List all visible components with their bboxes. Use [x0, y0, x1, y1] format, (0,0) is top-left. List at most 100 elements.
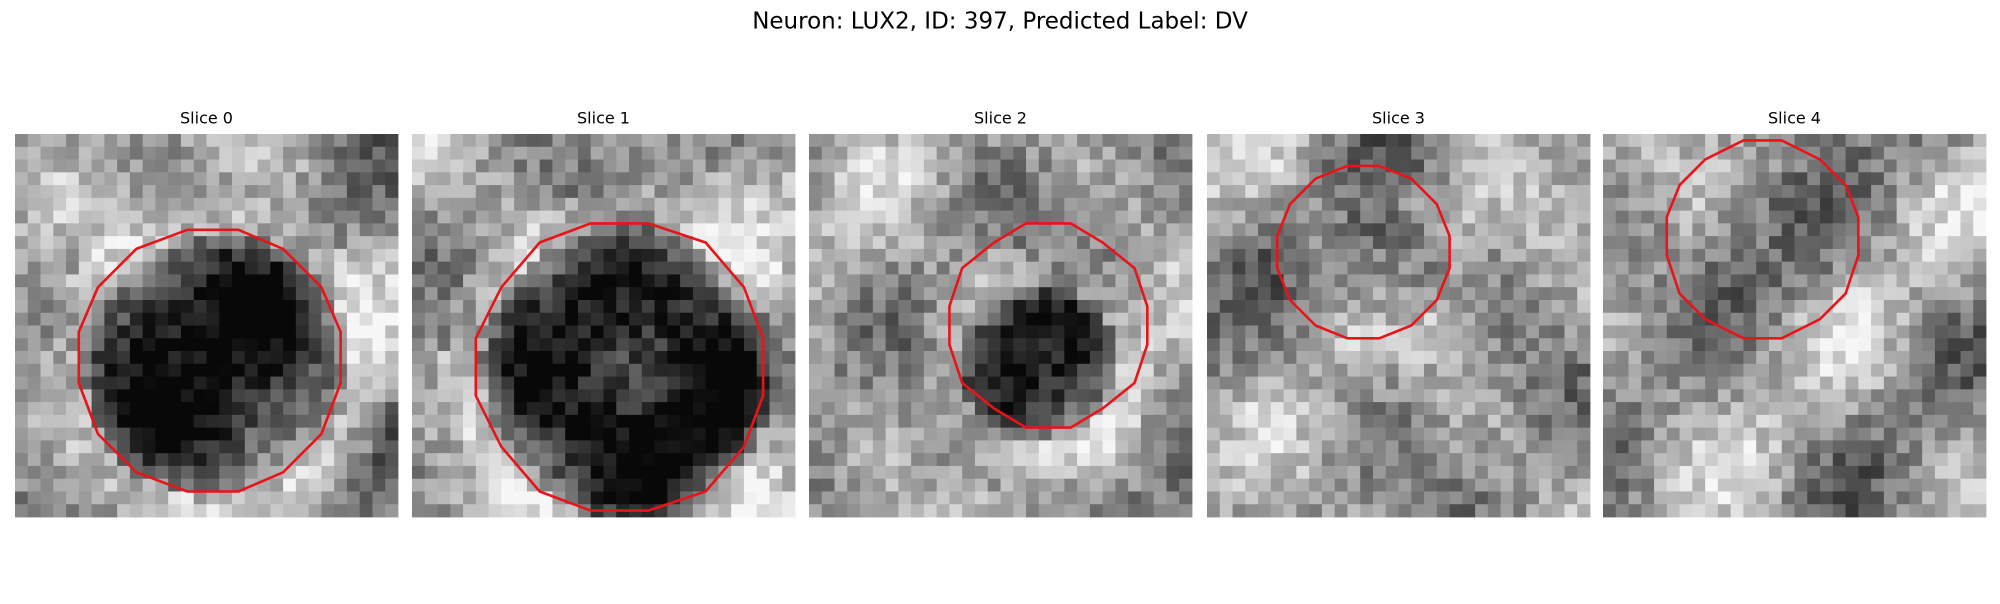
pixel — [1372, 402, 1387, 416]
pixel — [1858, 248, 1872, 263]
pixel — [821, 338, 835, 352]
pixel — [1360, 172, 1374, 186]
pixel — [1743, 491, 1757, 505]
pixel — [1219, 134, 1233, 148]
pixel — [244, 440, 258, 454]
pixel — [1000, 325, 1014, 339]
pixel — [1245, 185, 1259, 199]
pixel — [1449, 159, 1463, 173]
pixel — [987, 134, 1001, 148]
pixel — [1013, 389, 1027, 403]
pixel — [308, 465, 322, 480]
pixel — [1615, 504, 1629, 518]
pixel — [424, 236, 438, 250]
pixel — [1245, 299, 1259, 314]
pixel — [1883, 312, 1898, 326]
pixel — [1717, 261, 1732, 275]
pixel — [450, 504, 464, 518]
pixel — [1960, 478, 1974, 492]
pixel — [193, 325, 207, 339]
pixel — [654, 363, 668, 377]
pixel — [1654, 159, 1668, 173]
pixel — [270, 287, 284, 301]
pixel — [1692, 351, 1706, 365]
pixel — [257, 363, 271, 377]
pixel — [718, 134, 732, 148]
pixel — [1858, 197, 1872, 211]
pixel — [1603, 261, 1617, 275]
pixel — [1051, 312, 1065, 326]
pixel — [885, 210, 899, 224]
pixel — [155, 223, 169, 237]
pixel — [1717, 453, 1732, 467]
pixel — [1153, 363, 1167, 377]
pixel — [270, 172, 284, 186]
pixel — [232, 197, 246, 211]
pixel — [1270, 338, 1284, 352]
pixel — [91, 351, 105, 365]
pixel — [1973, 274, 1987, 288]
pixel — [1347, 504, 1361, 518]
pixel — [1717, 376, 1732, 390]
pixel — [1385, 504, 1399, 518]
pixel — [1922, 376, 1936, 390]
pixel — [244, 427, 258, 441]
pixel — [1603, 299, 1617, 314]
pixel — [1487, 351, 1502, 365]
pixel — [1449, 504, 1463, 518]
pixel — [680, 172, 694, 186]
pixel — [885, 440, 899, 454]
pixel — [872, 236, 886, 250]
pixel — [1615, 299, 1629, 314]
pixel — [1232, 338, 1246, 352]
pixel — [1832, 299, 1846, 314]
pixel — [308, 376, 322, 390]
pixel — [40, 363, 54, 377]
pixel — [1717, 248, 1732, 263]
pixel — [1000, 389, 1014, 403]
pixel — [872, 210, 886, 224]
pixel — [91, 261, 105, 275]
pixel — [590, 274, 604, 288]
pixel — [168, 172, 182, 186]
pixel — [526, 172, 541, 186]
pixel — [1115, 363, 1129, 377]
pixel — [1360, 325, 1374, 339]
pixel — [962, 274, 976, 288]
pixel — [1411, 338, 1425, 352]
pixel — [488, 504, 502, 518]
pixel — [1960, 146, 1974, 160]
pixel — [193, 363, 207, 377]
pixel — [1768, 210, 1783, 224]
pixel — [1347, 223, 1361, 237]
pixel — [142, 134, 156, 148]
pixel — [1666, 504, 1680, 518]
pixel — [936, 287, 950, 301]
pixel — [1922, 287, 1936, 301]
pixel — [155, 465, 169, 480]
pixel — [1128, 299, 1142, 314]
pixel — [769, 504, 783, 518]
pixel — [1258, 261, 1272, 275]
pixel — [372, 325, 386, 339]
pixel — [885, 159, 899, 173]
pixel — [1115, 248, 1129, 263]
pixel — [847, 210, 861, 224]
pixel — [219, 389, 233, 403]
pixel — [1564, 299, 1578, 314]
pixel — [385, 376, 399, 390]
pixel — [1283, 427, 1297, 441]
pixel — [885, 453, 899, 467]
pixel — [1179, 453, 1193, 467]
pixel — [219, 338, 233, 352]
pixel — [168, 134, 182, 148]
pixel — [104, 287, 118, 301]
pixel — [565, 172, 579, 186]
pixel — [936, 159, 950, 173]
pixel — [731, 414, 745, 429]
pixel — [756, 197, 770, 211]
pixel — [1820, 376, 1834, 390]
pixel — [539, 504, 553, 518]
pixel — [142, 389, 156, 403]
pixel — [1922, 274, 1936, 288]
